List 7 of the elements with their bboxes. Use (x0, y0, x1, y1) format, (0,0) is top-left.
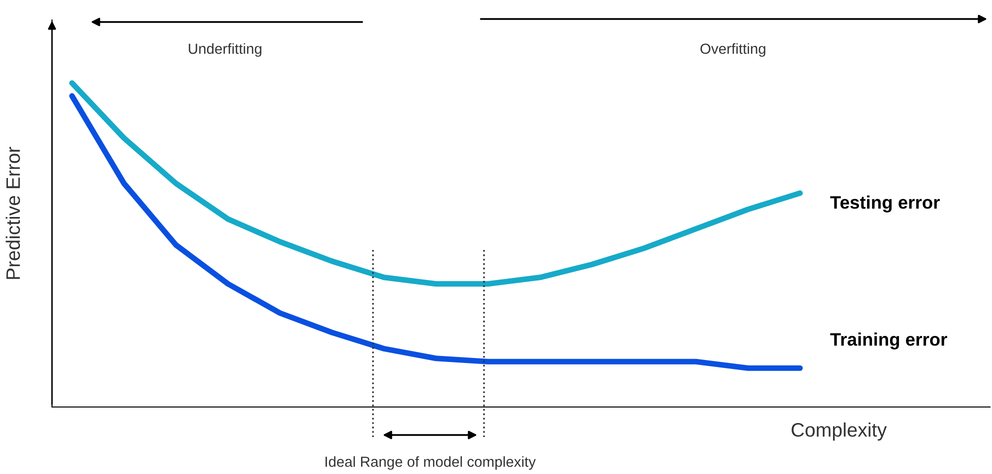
text: Underfitting (188, 43, 262, 57)
series-label: Testing error (830, 196, 940, 212)
text: Ideal Range of model complexity (326, 456, 536, 470)
text: Overfitting (700, 43, 766, 57)
x-axis-title: Complexity (792, 422, 887, 441)
y-axis-title: Predictive Error (6, 146, 20, 279)
series-label: Training error (830, 332, 948, 350)
